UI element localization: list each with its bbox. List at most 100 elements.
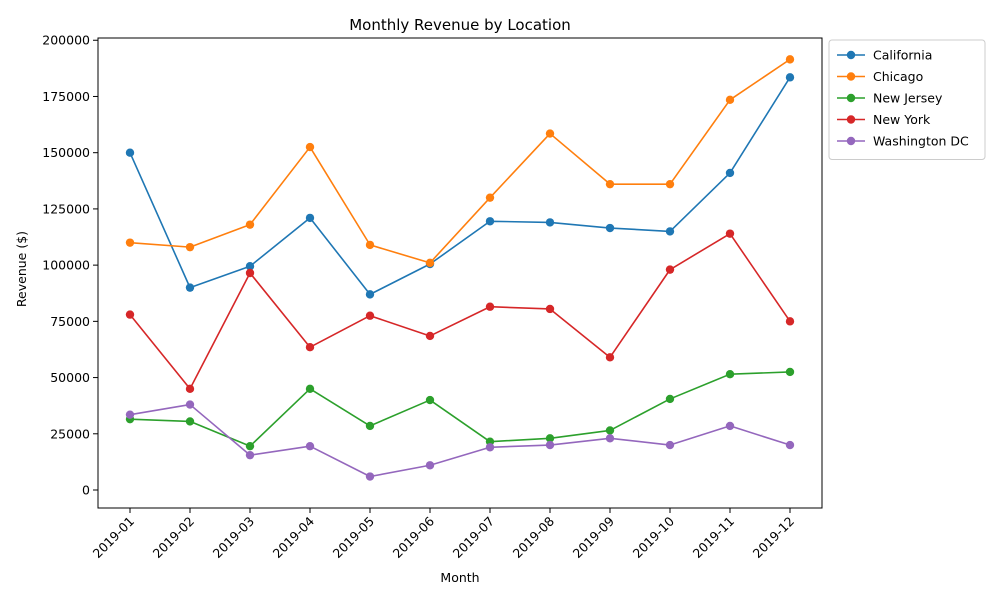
- legend-box: [828, 39, 986, 160]
- legend-marker: [846, 50, 856, 60]
- data-point: [125, 410, 135, 419]
- data-point: [485, 217, 495, 226]
- y-tick-label: 150000: [42, 145, 90, 160]
- legend-label: Washington DC: [873, 134, 969, 149]
- y-tick-label: 25000: [50, 426, 90, 441]
- y-tick-label: 100000: [42, 258, 90, 273]
- series-line-4: [129, 403, 791, 478]
- data-point: [305, 441, 315, 451]
- data-point: [665, 394, 675, 404]
- data-point: [545, 434, 555, 443]
- series-line-3: [129, 232, 791, 390]
- y-axis-title: Revenue ($): [14, 231, 29, 307]
- x-tick-label: 2019-02: [150, 514, 198, 562]
- data-point: [185, 417, 195, 426]
- plot-area: [97, 37, 823, 509]
- x-axis-title: Month: [440, 570, 479, 585]
- data-point: [125, 238, 135, 247]
- y-tick-label: 75000: [50, 314, 90, 329]
- data-point: [305, 343, 315, 352]
- x-tick-label: 2019-09: [570, 513, 618, 561]
- x-tick-label: 2019-12: [750, 514, 798, 562]
- y-tick-label: 200000: [42, 33, 90, 48]
- data-point: [785, 317, 795, 326]
- y-tick-label: 50000: [50, 370, 90, 385]
- data-point: [125, 310, 135, 319]
- data-point: [485, 193, 495, 202]
- x-tick-label: 2019-05: [330, 514, 378, 562]
- data-point: [305, 142, 315, 152]
- data-point: [785, 73, 795, 82]
- legend-marker: [846, 115, 856, 124]
- data-point: [425, 258, 435, 268]
- data-point: [245, 262, 255, 271]
- data-point: [665, 179, 675, 189]
- data-point: [245, 450, 255, 460]
- data-point: [725, 369, 735, 379]
- x-tick-label: 2019-08: [510, 513, 558, 561]
- legend-label: New Jersey: [873, 91, 943, 106]
- y-tick-label: 125000: [42, 201, 90, 216]
- data-point: [245, 441, 255, 451]
- series-line-0: [129, 76, 791, 296]
- data-point: [365, 240, 375, 250]
- data-point: [605, 426, 615, 435]
- y-tick-label: 0: [82, 483, 90, 498]
- data-point: [305, 213, 315, 223]
- data-point: [605, 179, 615, 189]
- legend-marker: [846, 93, 856, 103]
- data-point: [425, 331, 435, 341]
- legend-label: Chicago: [873, 69, 923, 84]
- data-point: [365, 472, 375, 481]
- data-point: [485, 443, 495, 452]
- data-point: [485, 302, 495, 311]
- data-point: [545, 129, 555, 138]
- data-point: [605, 353, 615, 362]
- legend-marker: [846, 72, 856, 81]
- data-point: [605, 223, 615, 233]
- data-point: [725, 168, 735, 178]
- data-point: [365, 311, 375, 320]
- data-point: [785, 55, 795, 64]
- data-point: [185, 384, 195, 394]
- data-point: [665, 440, 675, 450]
- data-point: [725, 421, 735, 431]
- series-line-1: [129, 58, 791, 264]
- y-axis: 0 25000 50000 75000 100000 125000 150000 175000…: [42, 33, 98, 498]
- data-point: [245, 220, 255, 229]
- legend-label: New York: [873, 112, 931, 127]
- data-point: [785, 440, 795, 450]
- data-point: [605, 434, 615, 443]
- data-point: [185, 400, 195, 409]
- data-point: [725, 95, 735, 105]
- x-tick-label: 2019-03: [210, 514, 258, 562]
- data-point: [245, 268, 255, 278]
- data-point: [725, 229, 735, 238]
- data-point: [185, 283, 195, 292]
- x-tick-label: 2019-04: [270, 513, 318, 561]
- data-point: [305, 384, 315, 394]
- data-point: [785, 367, 795, 377]
- x-tick-label: 2019-07: [450, 514, 498, 562]
- y-tick-label: 175000: [42, 89, 90, 104]
- plot-frame: [97, 37, 823, 509]
- x-axis: 2019-01 2019-02 2019-03 2019-04 2019-05 2019-…: [90, 508, 798, 562]
- x-tick-label: 2019-06: [390, 513, 438, 561]
- data-point: [425, 461, 435, 470]
- x-tick-label: 2019-11: [690, 514, 738, 562]
- data-point: [365, 421, 375, 431]
- x-tick-label: 2019-10: [630, 513, 678, 561]
- x-tick-label: 2019-01: [90, 514, 138, 562]
- data-point: [545, 218, 555, 227]
- legend: California Chicago New Jersey New York Washi…: [828, 39, 986, 160]
- data-point: [665, 227, 675, 236]
- data-point: [125, 148, 135, 157]
- series-line-2: [129, 371, 791, 447]
- chart-title: Monthly Revenue by Location: [349, 16, 571, 34]
- data-point: [185, 242, 195, 252]
- data-point: [545, 304, 555, 314]
- data-point: [365, 290, 375, 299]
- data-point: [545, 440, 555, 450]
